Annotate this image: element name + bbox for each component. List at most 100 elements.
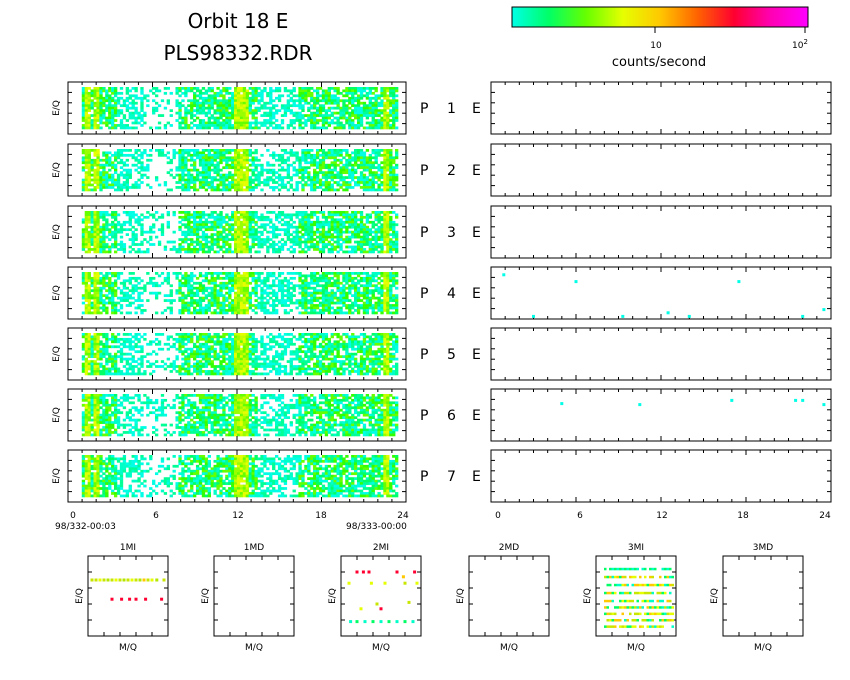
heatmap-cell	[242, 104, 247, 108]
heatmap-cell	[128, 168, 132, 172]
heatmap-cell	[330, 153, 334, 157]
heatmap-cell	[201, 91, 206, 95]
heatmap-cell	[354, 245, 358, 249]
heatmap-cell	[315, 171, 320, 175]
heatmap-cell	[362, 161, 367, 165]
heatmap-cell	[380, 119, 384, 122]
heatmap-cell	[195, 94, 200, 98]
heatmap-cell	[113, 228, 118, 232]
heatmap-cell	[333, 173, 337, 177]
heatmap-cell	[166, 225, 170, 229]
heatmap-cell	[254, 304, 258, 307]
heatmap-cell	[248, 99, 252, 103]
heatmap-cell	[222, 309, 226, 312]
heatmap-cell	[295, 156, 299, 160]
heatmap-cell	[301, 87, 305, 90]
heatmap-cell	[219, 291, 223, 295]
heatmap-cell	[131, 121, 135, 125]
heatmap-cell	[248, 294, 252, 298]
heatmap-cell	[154, 294, 159, 298]
heatmap-cell	[131, 163, 135, 167]
heatmap-cell	[365, 94, 370, 98]
heatmap-cell	[242, 163, 247, 167]
heatmap-cell	[315, 181, 320, 184]
heatmap-cell	[336, 218, 340, 222]
heatmap-cell	[242, 289, 247, 293]
heatmap-cell	[134, 116, 138, 120]
heatmap-cell	[219, 126, 223, 130]
heatmap-cell	[228, 176, 232, 179]
heatmap-cell	[245, 171, 250, 175]
heatmap-cell	[154, 235, 159, 239]
heatmap-cell	[210, 220, 214, 224]
heatmap-cell	[321, 149, 326, 152]
heatmap-cell	[87, 106, 91, 110]
heatmap-cell	[108, 119, 112, 122]
heatmap-cell	[93, 306, 97, 310]
heatmap-cell	[236, 223, 241, 227]
heatmap-cell	[286, 296, 291, 300]
heatmap-cell	[371, 166, 375, 170]
heatmap-cell	[125, 181, 130, 184]
heatmap-cell	[374, 286, 378, 290]
heatmap-cell	[219, 158, 223, 162]
heatmap-cell	[87, 272, 91, 275]
heatmap-cell	[345, 220, 349, 224]
heatmap-cell	[128, 213, 132, 217]
heatmap-cell	[380, 250, 384, 254]
heatmap-cell	[342, 238, 346, 241]
heatmap-cell	[392, 119, 396, 122]
heatmap-cell	[234, 223, 238, 227]
heatmap-cell	[380, 243, 384, 246]
heatmap-cell	[269, 274, 273, 278]
heatmap-cell	[219, 124, 223, 127]
heatmap-cell	[266, 218, 270, 222]
heatmap-cell	[354, 225, 358, 229]
heatmap-cell	[125, 171, 130, 175]
heatmap-cell	[195, 238, 200, 241]
heatmap-cell	[81, 149, 86, 152]
heatmap-cell	[105, 176, 109, 179]
heatmap-cell	[87, 94, 91, 98]
heatmap-cell	[263, 240, 267, 244]
heatmap-cell	[213, 220, 217, 224]
heatmap-cell	[392, 156, 396, 160]
heatmap-cell	[324, 109, 329, 113]
heatmap-cell	[339, 281, 343, 285]
heatmap-cell	[87, 149, 91, 152]
heatmap-cell	[193, 96, 197, 100]
heatmap-cell	[301, 304, 305, 307]
heatmap-cell	[207, 121, 211, 125]
heatmap-cell	[245, 211, 250, 214]
heatmap-cell	[298, 311, 302, 315]
heatmap-cell	[198, 218, 203, 222]
heatmap-cell	[96, 183, 100, 187]
heatmap-cell	[342, 240, 346, 244]
heatmap-cell	[231, 311, 235, 315]
heatmap-cell	[111, 109, 115, 113]
heatmap-cell	[140, 173, 144, 177]
heatmap-cell	[207, 183, 211, 187]
heatmap-cell	[315, 173, 320, 177]
heatmap-cell	[207, 173, 211, 177]
heatmap-cell	[198, 181, 203, 184]
heatmap-cell	[93, 296, 97, 300]
heatmap-cell	[289, 299, 293, 302]
heatmap-cell	[157, 149, 162, 152]
heatmap-cell	[234, 89, 238, 93]
heatmap-cell	[134, 89, 138, 93]
heatmap-cell	[225, 281, 229, 285]
heatmap-cell	[345, 171, 349, 175]
heatmap-cell	[286, 294, 291, 298]
heatmap-cell	[356, 153, 361, 157]
heatmap-cell	[178, 89, 182, 93]
heatmap-cell	[108, 116, 112, 120]
heatmap-cell	[87, 101, 91, 105]
heatmap-cell	[195, 235, 200, 239]
heatmap-cell	[310, 153, 314, 157]
heatmap-cell	[354, 233, 358, 237]
heatmap-cell	[137, 114, 141, 117]
heatmap-cell	[181, 291, 185, 295]
heatmap-cell	[266, 299, 270, 302]
heatmap-cell	[336, 153, 340, 157]
